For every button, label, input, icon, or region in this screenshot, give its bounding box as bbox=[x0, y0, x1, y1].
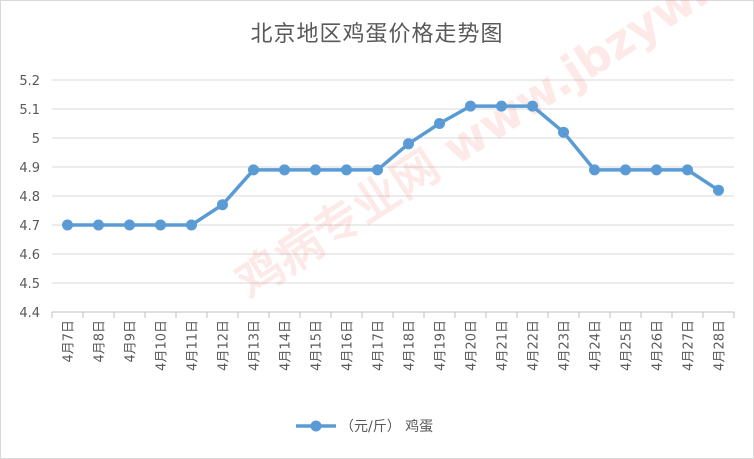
data-point bbox=[651, 164, 662, 176]
x-tick-label: 4月20日 bbox=[465, 320, 480, 371]
x-tick-label: 4月21日 bbox=[496, 320, 511, 371]
y-tick-label: 5.1 bbox=[19, 103, 40, 118]
x-tick-label: 4月25日 bbox=[620, 320, 635, 371]
data-point bbox=[217, 199, 228, 211]
x-tick-label: 4月9日 bbox=[124, 320, 139, 363]
x-tick-label: 4月15日 bbox=[310, 320, 325, 371]
watermark: 鸡病专业网 www.jbzyw.com bbox=[227, 0, 754, 309]
x-tick-label: 4月14日 bbox=[279, 320, 294, 371]
data-point bbox=[186, 219, 197, 231]
series-layer bbox=[62, 100, 724, 231]
x-tick-label: 4月16日 bbox=[341, 320, 356, 371]
data-point bbox=[341, 164, 352, 176]
y-tick-label: 5 bbox=[32, 132, 40, 147]
watermark-text: 鸡病专业网 www.jbzyw.com bbox=[227, 0, 754, 309]
x-tick-label: 4月7日 bbox=[62, 320, 77, 363]
x-tick-label: 4月28日 bbox=[713, 320, 728, 371]
data-point bbox=[155, 219, 166, 231]
x-tick-label: 4月12日 bbox=[217, 320, 232, 371]
x-tick-label: 4月11日 bbox=[186, 320, 201, 371]
x-tick-label: 4月23日 bbox=[558, 320, 573, 371]
data-point bbox=[589, 164, 600, 176]
y-tick-label: 4.4 bbox=[19, 306, 40, 321]
y-tick-label: 4.9 bbox=[19, 161, 40, 176]
x-tick-label: 4月17日 bbox=[372, 320, 387, 371]
data-point bbox=[465, 100, 476, 112]
data-point bbox=[310, 164, 321, 176]
legend-label: （元/斤） 鸡蛋 bbox=[340, 418, 433, 435]
x-tick-label: 4月26日 bbox=[651, 320, 666, 371]
x-tick-label: 4月8日 bbox=[93, 320, 108, 363]
data-point bbox=[124, 219, 135, 231]
y-tick-label: 4.7 bbox=[19, 219, 40, 234]
y-tick-label: 4.8 bbox=[19, 190, 40, 205]
y-axis-ticks: 4.4 4.5 4.6 4.7 4.8 4.9 5 5.1 5.2 bbox=[19, 74, 40, 321]
data-point bbox=[558, 126, 569, 138]
data-point bbox=[434, 118, 445, 129]
x-tick-label: 4月18日 bbox=[403, 320, 418, 371]
legend-marker bbox=[310, 420, 322, 432]
data-point bbox=[279, 164, 290, 176]
data-point bbox=[403, 138, 414, 150]
x-tick-label: 4月27日 bbox=[682, 320, 697, 371]
data-point bbox=[248, 164, 259, 176]
x-tick-label: 4月24日 bbox=[589, 320, 604, 371]
x-tick-label: 4月10日 bbox=[155, 320, 170, 371]
y-tick-label: 5.2 bbox=[19, 74, 40, 89]
x-tick-label: 4月13日 bbox=[248, 320, 263, 371]
x-tick-label: 4月22日 bbox=[527, 320, 542, 371]
y-tick-label: 4.5 bbox=[19, 277, 40, 292]
chart-title: 北京地区鸡蛋价格走势图 bbox=[250, 22, 504, 47]
data-point bbox=[682, 164, 693, 176]
gridlines bbox=[52, 79, 734, 313]
data-point bbox=[372, 164, 383, 176]
legend: （元/斤） 鸡蛋 bbox=[296, 418, 433, 435]
data-point bbox=[713, 184, 724, 196]
x-tick-label: 4月19日 bbox=[434, 320, 449, 371]
data-point bbox=[620, 164, 631, 176]
data-point bbox=[496, 100, 507, 112]
data-point bbox=[527, 100, 538, 112]
data-point bbox=[93, 219, 104, 231]
series-line bbox=[67, 104, 720, 227]
x-axis: 4月7日 4月8日 4月9日 4月10日 4月11日 4月12日 4月13日 4月14日 4月1… bbox=[51, 311, 735, 371]
y-tick-label: 4.6 bbox=[19, 248, 40, 263]
data-point bbox=[62, 219, 73, 231]
